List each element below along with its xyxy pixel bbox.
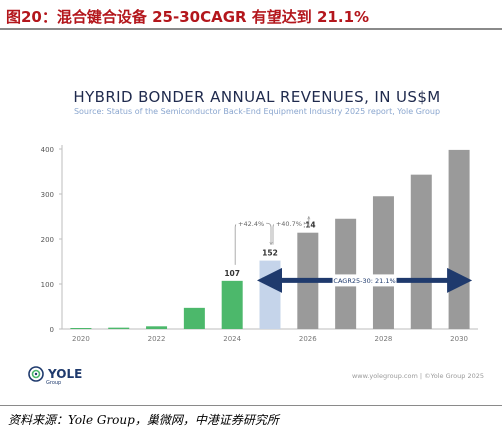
y-tick-label: 0 <box>50 326 54 334</box>
data-label-2025: 152 <box>262 249 278 258</box>
cagr-label: CAGR25-30: 21.1% <box>333 277 395 285</box>
growth-label: +40.7% <box>276 220 302 228</box>
data-label-2026: 214 <box>300 221 316 230</box>
bar-2021 <box>108 327 130 329</box>
y-tick-label: 300 <box>41 191 54 199</box>
x-tick-label: 2024 <box>223 335 241 343</box>
x-tick-label: 2028 <box>375 335 393 343</box>
yole-logo: YOLE <box>28 366 82 382</box>
yole-swirl-icon <box>28 366 44 382</box>
y-tick-label: 100 <box>41 281 54 289</box>
bar-2023 <box>183 307 205 329</box>
growth-label-bg <box>236 218 267 229</box>
source-note: 资料来源：Yole Group，巢微网，中港证券研究所 <box>8 413 279 427</box>
x-tick-label: 2022 <box>148 335 166 343</box>
bar-2029 <box>410 174 432 329</box>
x-tick-label: 2020 <box>72 335 90 343</box>
data-label-2024: 107 <box>224 269 240 278</box>
x-tick-label: 2030 <box>450 335 468 343</box>
growth-bracket <box>234 222 271 265</box>
logo-name: YOLE <box>48 367 83 381</box>
bar-2022 <box>146 326 168 329</box>
bottom-divider <box>0 405 502 406</box>
bar-2025 <box>259 260 281 329</box>
top-divider <box>0 28 502 30</box>
website-credit: www.yolegroup.com | ©Yole Group 2025 <box>351 372 484 380</box>
bar-2027 <box>335 218 357 329</box>
y-tick-label: 400 <box>41 146 54 154</box>
bar-2024 <box>221 280 243 329</box>
growth-label-bg <box>273 218 304 229</box>
y-tick-label: 200 <box>41 236 54 244</box>
growth-label: +42.4% <box>238 220 264 228</box>
bar-2020 <box>70 328 92 329</box>
cagr-label-bg <box>332 274 397 287</box>
bar-2030 <box>448 149 470 329</box>
bar-2028 <box>372 196 394 329</box>
x-tick-label: 2026 <box>299 335 317 343</box>
logo-subtext: Group <box>46 380 62 386</box>
chart-title: HYBRID BONDER ANNUAL REVENUES, IN US$M <box>73 88 441 106</box>
figure-title: 图20：混合键合设备 25-30CAGR 有望达到 21.1% <box>6 8 370 26</box>
chart-subtitle: Source: Status of the Semiconductor Back… <box>73 107 441 116</box>
